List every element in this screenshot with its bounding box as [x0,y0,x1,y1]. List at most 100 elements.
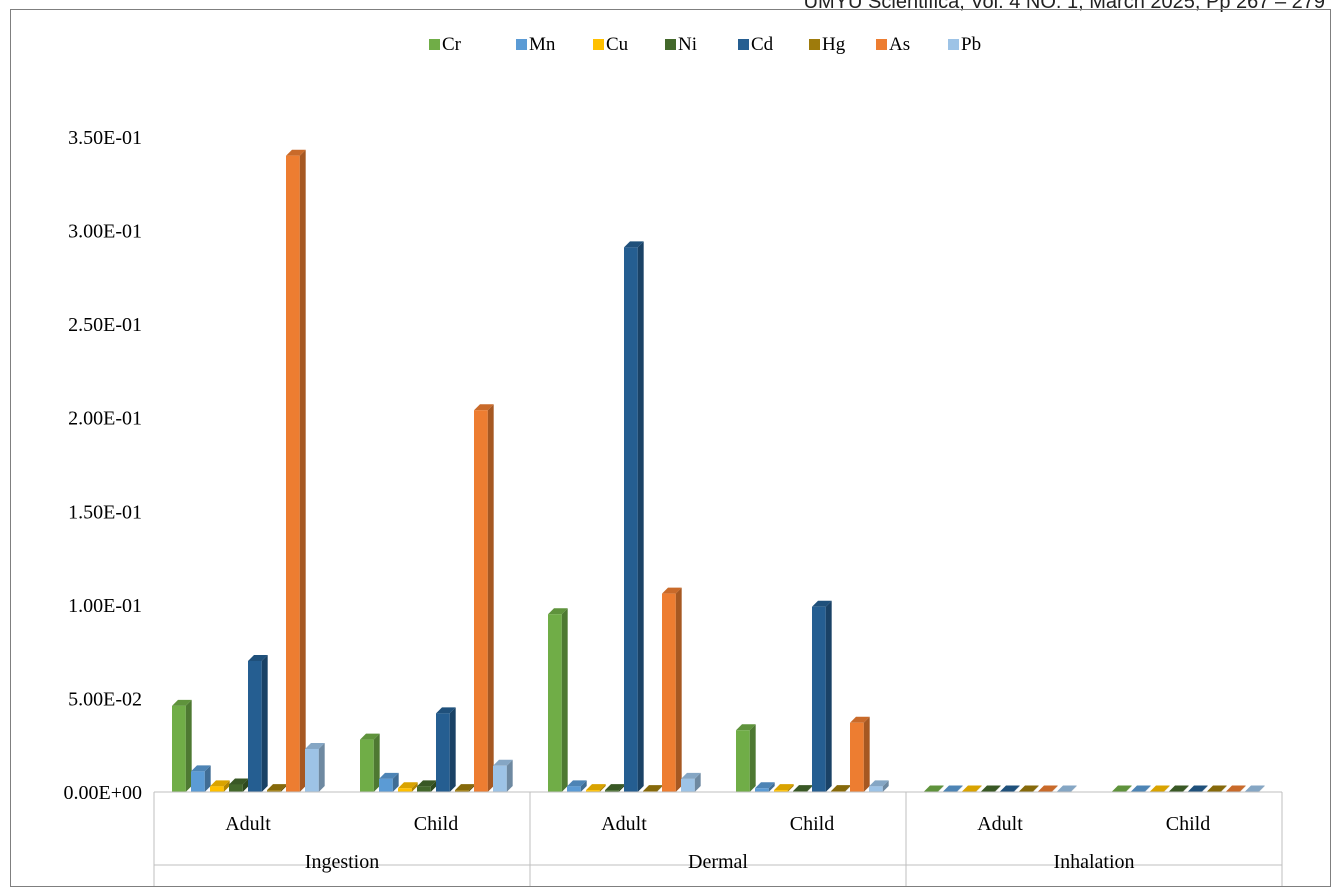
bar-front [850,722,864,792]
legend-swatch [593,39,604,50]
bar-side [882,780,889,792]
bar-front [360,739,374,792]
bar-front [286,155,300,792]
bar-ni [1169,785,1189,792]
bar-mn [191,765,211,792]
bar-front [455,790,469,792]
bar-side [204,765,211,792]
bar-side [299,149,306,792]
bar-top [624,241,644,248]
bar-side [956,785,963,792]
bar-front [267,790,281,792]
y-axis: 0.00E+00 5.00E-02 1.00E-01 1.50E-01 2.00E-01… [64,127,143,804]
bar-top [774,784,794,791]
bar-pb [493,759,513,792]
x-category-label: Child [1166,813,1210,835]
bar-side [1201,785,1208,792]
x-category-label: Child [790,813,834,835]
bar-top [755,782,775,789]
bar-top [1226,785,1246,792]
bar-side [318,742,325,792]
legend-swatch [429,39,440,50]
bar-as [1038,785,1058,792]
bar-side [1070,785,1077,792]
bar-hg [1207,785,1227,792]
bar-front [681,778,695,792]
chart-area: Cr Mn Cu Ni Cd Hg As Pb 0.00E+00 5.00E-02 1.00E-0… [10,9,1331,887]
bar-side [694,772,701,792]
bar-front [474,410,488,792]
bar-top [417,780,437,787]
bar-top [962,785,982,792]
bar-front [398,788,412,792]
bar-top [812,600,832,607]
bar-side [618,784,625,792]
legend-item-pb: Pb [948,34,981,55]
bar-front [210,786,224,792]
y-tick-label: 3.00E-01 [68,221,142,243]
bar-front [624,247,638,792]
bar-top [1019,785,1039,792]
bar-hg [267,784,287,792]
bar-top [736,724,756,731]
bars [172,149,1265,792]
bar-mn [943,785,963,792]
bar-side [1258,785,1265,792]
bar-top [1188,785,1208,792]
bar-side [373,733,380,792]
bar-ni [229,778,249,792]
legend-label: As [889,34,910,55]
bar-cr [1112,785,1132,792]
bar-side [1032,785,1039,792]
bar-cd [1000,785,1020,792]
bar-top [681,772,701,779]
bar-front [436,713,450,792]
bar-top [943,785,963,792]
bar-cd [624,241,644,792]
bar-top [267,784,287,791]
bar-pb [681,772,701,792]
bar-cu [1150,785,1170,792]
bar-side [1220,785,1227,792]
legend-swatch [948,39,959,50]
bar-pb [869,780,889,792]
x-group-label: Dermal [688,851,748,873]
bar-side [1013,785,1020,792]
bar-top [455,784,475,791]
bar-side [1163,785,1170,792]
bar-mn [379,772,399,792]
bar-chart: Cr Mn Cu Ni Cd Hg As Pb 0.00E+00 5.00E-02 1.00E-0… [64,34,1283,886]
bar-side [242,778,249,792]
bar-cr [172,699,192,792]
bar-side [749,724,756,792]
y-tick-label: 2.00E-01 [68,408,142,430]
bar-front [586,790,600,792]
bar-cr [548,608,568,792]
legend-swatch [665,39,676,50]
bar-side [844,785,851,792]
x-axis: Adult Child Adult Child Adult Child Ingestion D… [153,791,1283,886]
legend-label: Mn [529,34,556,55]
y-tick-label: 3.50E-01 [68,127,142,149]
legend-swatch [738,39,749,50]
bar-ni [417,780,437,792]
bar-top [793,785,813,792]
bar-side [1144,785,1151,792]
legend-item-cr: Cr [429,34,462,55]
y-tick-label: 5.00E-02 [68,688,142,710]
bar-side [1239,785,1246,792]
bar-side [506,759,513,792]
bar-as [1226,785,1246,792]
bar-top [305,742,325,749]
bar-top [1000,785,1020,792]
bar-side [806,785,813,792]
legend: Cr Mn Cu Ni Cd Hg As Pb [429,34,981,55]
bar-ni [605,784,625,792]
bar-front [774,790,788,792]
bar-top [172,699,192,706]
bar-top [869,780,889,787]
bar-side [937,785,944,792]
legend-label: Ni [678,34,697,55]
x-category-label: Adult [601,813,647,835]
bar-top [567,780,587,787]
